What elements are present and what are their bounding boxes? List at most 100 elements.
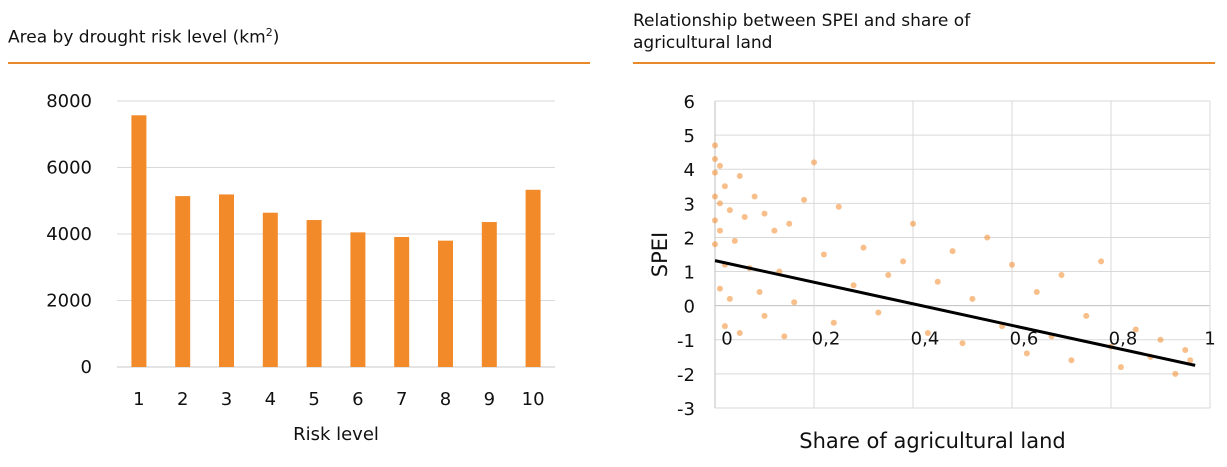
scatter-point <box>801 196 808 203</box>
scatter-point <box>716 227 723 234</box>
scatter-point <box>811 159 817 166</box>
scatter-y-tick-label: 0 <box>684 297 695 318</box>
scatter-point <box>1172 370 1179 377</box>
scatter-y-tick-label: 2 <box>684 228 695 249</box>
scatter-point <box>712 169 718 176</box>
bar-x-tick-label: 8 <box>440 389 451 410</box>
scatter-point <box>1058 271 1065 278</box>
bar <box>525 189 541 367</box>
scatter-point <box>1033 289 1040 296</box>
scatter-point <box>726 207 733 214</box>
bar <box>438 240 453 367</box>
scatter-point <box>721 183 728 190</box>
bar-x-tick-label: 3 <box>221 389 232 410</box>
scatter-point <box>716 285 723 292</box>
scatter-y-tick-label: 4 <box>684 160 695 181</box>
scatter-point <box>761 312 768 319</box>
scatter-y-tick-label: 5 <box>684 126 695 147</box>
scatter-point <box>781 333 788 340</box>
scatter-point <box>712 217 718 224</box>
scatter-point <box>934 278 941 285</box>
scatter-point <box>716 200 723 207</box>
bar-y-tick-label: 2000 <box>46 291 92 312</box>
scatter-point <box>736 173 743 180</box>
scatter-y-tick-label: -2 <box>677 365 695 386</box>
bar <box>394 236 410 367</box>
scatter-x-tick-label: 0,2 <box>812 329 841 350</box>
scatter-point <box>835 203 842 210</box>
scatter-point <box>756 289 763 296</box>
scatter-point <box>1068 357 1075 364</box>
bar-x-tick-label: 9 <box>484 389 495 410</box>
scatter-point <box>741 213 748 220</box>
scatter-point <box>984 234 991 241</box>
scatter-x-tick-label: 0,8 <box>1109 329 1138 350</box>
scatter-point <box>820 251 827 258</box>
scatter-point <box>1182 347 1189 354</box>
scatter-point <box>721 323 728 330</box>
bar-x-tick-label: 4 <box>265 389 276 410</box>
bar <box>481 222 497 367</box>
scatter-x-axis-title: Share of agricultural land <box>799 429 1065 453</box>
bar-y-tick-label: 8000 <box>46 91 92 112</box>
scatter-point <box>1132 326 1139 333</box>
scatter-y-tick-label: 1 <box>684 263 695 284</box>
scatter-y-axis-title: SPEI <box>648 232 672 277</box>
bar-x-tick-label: 5 <box>308 389 319 410</box>
scatter-point <box>959 340 966 347</box>
scatter-point <box>761 210 768 217</box>
scatter-point <box>736 329 743 336</box>
bar-chart-title-text: Area by drought risk level (km <box>8 27 266 48</box>
scatter-y-tick-label: 3 <box>684 194 695 215</box>
scatter-point <box>712 241 718 248</box>
bar <box>131 115 147 367</box>
scatter-x-tick-label: 0 <box>721 329 732 350</box>
scatter-point <box>712 193 718 200</box>
scatter-point <box>712 155 718 162</box>
bar-y-tick-label: 4000 <box>46 224 92 245</box>
bar-chart-title-end: ) <box>272 27 280 48</box>
bar-x-tick-label: 1 <box>133 389 144 410</box>
bar-x-tick-label: 7 <box>396 389 407 410</box>
scatter-point <box>716 162 723 169</box>
bar <box>306 220 322 367</box>
scatter-point <box>771 227 778 234</box>
bar-chart-title-superscript: 2 <box>265 26 273 39</box>
scatter-x-tick-label: 0,6 <box>1010 329 1039 350</box>
bar-x-tick-label: 6 <box>352 389 363 410</box>
scatter-point <box>910 220 916 227</box>
scatter-chart-title-line-2: agricultural land <box>633 33 773 53</box>
scatter-y-tick-label: -3 <box>677 399 695 420</box>
scatter-x-tick-label: 0,4 <box>911 329 940 350</box>
scatter-y-tick-label: -1 <box>677 331 695 352</box>
scatter-point <box>726 295 733 302</box>
scatter-trendline <box>714 259 1196 367</box>
scatter-point <box>1117 364 1124 371</box>
bar-chart: 0 2000 4000 6000 8000 1 2 3 4 5 6 7 8 9 10 Risk level <box>46 91 555 445</box>
scatter-point <box>860 244 867 251</box>
scatter-point <box>1023 350 1030 357</box>
scatter-point <box>786 220 793 227</box>
scatter-point <box>949 248 956 255</box>
scatter-chart-title-rule <box>633 62 1215 64</box>
scatter-point <box>885 271 892 278</box>
bar <box>219 194 234 367</box>
scatter-point <box>924 329 931 336</box>
scatter-point <box>1157 336 1164 343</box>
bar-chart-title: Area by drought risk level (km2) <box>8 22 279 49</box>
scatter-point <box>1083 312 1090 319</box>
scatter-point <box>830 319 837 326</box>
bar-y-tick-label: 0 <box>81 357 92 378</box>
scatter-point <box>969 295 976 302</box>
scatter-point <box>712 142 718 149</box>
scatter-chart: -3 -2 -1 0 1 2 3 4 5 6 0 0,2 0,4 0,6 0,8 1 Share of agri… <box>648 92 1216 453</box>
scatter-point <box>1187 357 1194 364</box>
scatter-chart-title-line-1: Relationship between SPEI and share of <box>633 11 971 31</box>
scatter-point <box>751 193 758 200</box>
scatter-point <box>850 282 857 289</box>
bar <box>262 212 278 367</box>
bar <box>175 196 191 367</box>
scatter-point <box>875 309 882 316</box>
scatter-point <box>900 258 907 265</box>
